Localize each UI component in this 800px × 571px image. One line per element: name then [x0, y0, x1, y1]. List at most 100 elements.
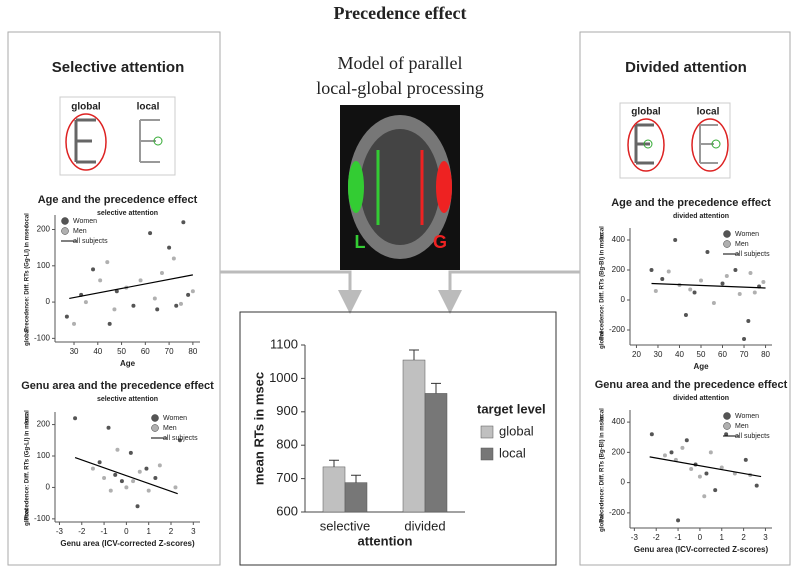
- point: [157, 463, 162, 468]
- y-tick-label: -100: [34, 514, 51, 523]
- y-label: Precedence: Diff. RTs (Bg-Bl) in msec: [600, 415, 606, 523]
- point: [146, 488, 151, 493]
- x-tick-label: 1: [720, 533, 725, 542]
- legend-label: local: [499, 445, 526, 460]
- y-tick-label: -200: [609, 508, 626, 517]
- y-tick-label: 1100: [270, 336, 298, 351]
- bar: [402, 359, 426, 513]
- point: [724, 274, 729, 278]
- y-tick-label: 600: [276, 503, 298, 518]
- point: [73, 416, 78, 421]
- regression-line: [69, 274, 193, 300]
- point: [660, 277, 665, 281]
- point: [653, 289, 658, 293]
- point: [181, 220, 186, 225]
- x-tick-label: 20: [632, 350, 641, 359]
- y-tick-label: -200: [609, 325, 626, 334]
- point: [105, 260, 110, 265]
- x-tick-label: 80: [188, 347, 197, 356]
- point: [673, 238, 678, 242]
- point: [155, 307, 160, 312]
- legend-label: Men: [735, 241, 749, 248]
- chart-subtitle: divided attention: [673, 395, 729, 402]
- point: [83, 300, 88, 305]
- icon-label: local: [137, 102, 160, 113]
- x-tick-label: 60: [141, 347, 150, 356]
- x-tick-label: 0: [124, 527, 129, 536]
- point: [669, 450, 674, 455]
- point: [144, 466, 149, 471]
- x-tick-label: 30: [654, 350, 663, 359]
- regression-line: [649, 456, 762, 478]
- legend-label: Men: [735, 423, 749, 430]
- y-tick-label: 0: [46, 297, 51, 306]
- legend-label: all subjects: [73, 238, 108, 245]
- point: [684, 438, 689, 443]
- brain-label: L: [355, 232, 366, 252]
- point: [128, 450, 133, 455]
- y-tick-label: 800: [276, 437, 298, 452]
- figure-title: Precedence effect: [333, 3, 466, 23]
- y-tick-label: 0: [621, 295, 626, 304]
- point: [114, 289, 119, 294]
- x-tick-label: selective: [320, 518, 371, 533]
- icon-label: global: [631, 107, 661, 118]
- point: [708, 450, 713, 455]
- chart-subtitle: divided attention: [673, 213, 729, 220]
- icon-label: global: [71, 102, 101, 113]
- x-tick-label: 50: [697, 350, 706, 359]
- point: [106, 425, 111, 430]
- point: [135, 504, 140, 509]
- point: [137, 469, 142, 474]
- point: [748, 271, 753, 275]
- point: [152, 296, 157, 301]
- legend-swatch: [61, 217, 69, 225]
- y-label: Precedence: Diff. RTs (Bg-Bl) in msec: [600, 232, 606, 340]
- y-label-end: local: [600, 226, 606, 240]
- point: [733, 268, 738, 272]
- icon-label: local: [697, 107, 720, 118]
- legend-label: Women: [735, 231, 759, 238]
- point: [662, 453, 667, 458]
- model-title: local-global processing: [316, 78, 483, 98]
- point: [173, 485, 178, 490]
- x-tick-label: 2: [741, 533, 746, 542]
- y-tick-label: 400: [612, 417, 626, 426]
- point: [119, 479, 124, 484]
- point: [649, 268, 654, 272]
- legend-swatch: [480, 447, 494, 461]
- point: [676, 518, 681, 523]
- chart-title: Age and the precedence effect: [611, 197, 771, 209]
- legend-swatch: [151, 414, 159, 422]
- chart-subtitle: selective attention: [97, 396, 158, 403]
- error-bar: [409, 349, 419, 361]
- legend-label: Women: [163, 415, 187, 422]
- x-label: Genu area (ICV-corrected Z-scores): [634, 545, 769, 554]
- point: [64, 314, 69, 319]
- point: [705, 250, 710, 254]
- x-tick-label: 1: [146, 527, 151, 536]
- y-tick-label: 200: [612, 447, 626, 456]
- brain-image: L G: [340, 105, 460, 270]
- point: [148, 231, 153, 236]
- x-tick-label: 3: [763, 533, 768, 542]
- x-tick-label: 0: [698, 533, 703, 542]
- point: [153, 476, 158, 480]
- legend-swatch: [480, 425, 494, 439]
- point: [91, 267, 96, 272]
- point: [743, 457, 748, 462]
- x-tick-label: -2: [653, 533, 661, 542]
- y-label-end: global: [600, 514, 606, 532]
- error-bar: [351, 474, 361, 483]
- x-tick-label: 70: [165, 347, 174, 356]
- point: [689, 467, 694, 471]
- bar: [322, 466, 346, 513]
- point: [746, 319, 751, 323]
- arrow: [220, 270, 362, 314]
- y-tick-label: 400: [612, 235, 626, 244]
- x-tick-label: -3: [56, 527, 64, 536]
- point: [174, 303, 179, 308]
- point: [692, 290, 697, 295]
- left-panel: [7, 31, 221, 566]
- point: [171, 256, 176, 261]
